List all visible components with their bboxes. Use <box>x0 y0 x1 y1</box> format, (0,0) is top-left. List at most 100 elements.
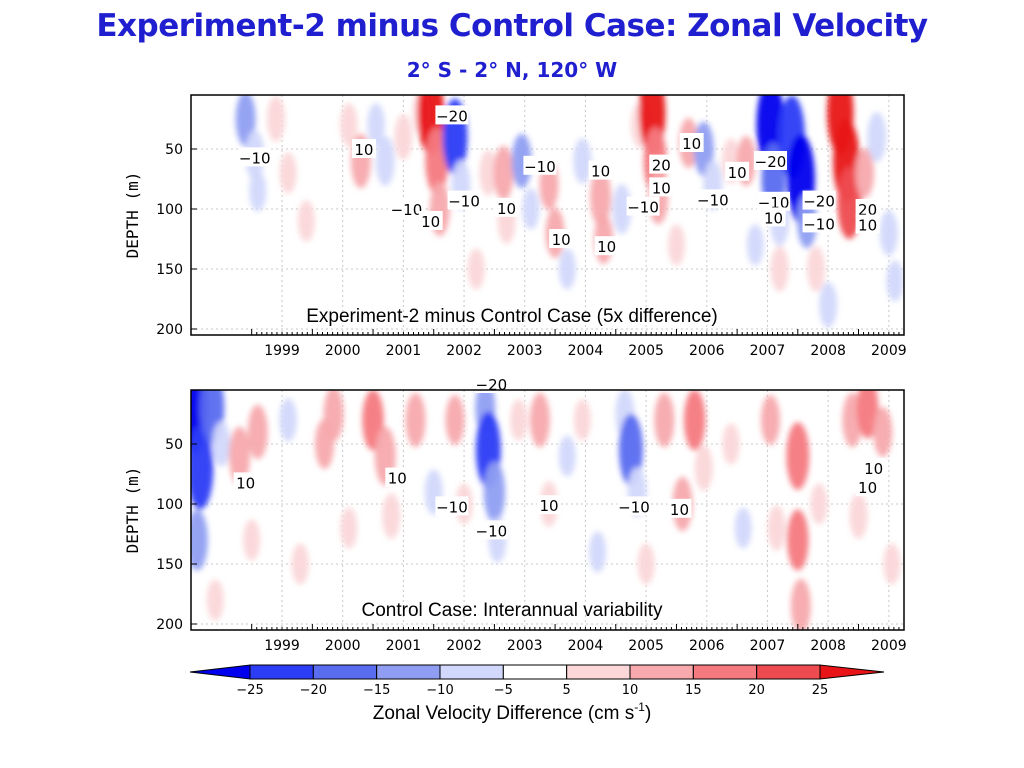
top-contour-label: 10 <box>764 209 783 227</box>
bottom-xtick-label: 2002 <box>446 638 482 654</box>
top-contour-label-bg <box>447 190 481 210</box>
colorbar-labels: −25 −20 −15 −10 −5 5 10 15 20 25 <box>236 683 828 698</box>
bottom-field-cell <box>247 404 268 460</box>
bottom-field-cell <box>786 422 810 490</box>
top-ylabel: DEPTH (m) <box>123 172 142 259</box>
slide-title: Experiment-2 minus Control Case: Zonal V… <box>96 8 928 44</box>
bottom-field-cell <box>683 390 706 451</box>
bottom-xtick-label: 2006 <box>689 638 725 654</box>
bottom-contour-label: 10 <box>864 460 883 478</box>
colorbar-title: Zonal Velocity Difference (cm s-1) <box>373 700 652 724</box>
bottom-contour-label-bg <box>474 520 508 540</box>
colorbar-box <box>566 664 631 680</box>
bottom-contour-label: 10 <box>670 501 689 519</box>
top-field-cell <box>249 170 267 212</box>
top-field-cell <box>367 103 385 147</box>
bottom-contour-label-bg <box>537 495 562 515</box>
bottom-field-cell <box>483 461 506 523</box>
bottom-contour-label: −10 <box>436 498 468 516</box>
top-field-cell <box>493 145 514 201</box>
top-field-cell <box>879 210 898 256</box>
top-contour-label: −20 <box>803 193 835 211</box>
top-xtick-label: 2007 <box>750 343 786 359</box>
bottom-contour-label-bg <box>861 458 886 477</box>
top-field-cell <box>266 96 285 142</box>
colorbar-box <box>692 664 758 680</box>
bottom-field <box>191 390 901 630</box>
top-contour-label-bg <box>588 160 613 180</box>
bottom-annotation: Control Case: Interannual variability <box>362 600 663 621</box>
colorbar-max-arrow <box>819 664 885 680</box>
top-contour-label-bg <box>802 213 836 233</box>
colorbar-box <box>439 664 504 680</box>
top-contour-label: 10 <box>421 213 440 231</box>
bottom-contour-label-bg <box>617 496 651 516</box>
bottom-ytick-label: 150 <box>156 557 183 573</box>
bottom-xtick-label: 2003 <box>507 638 543 654</box>
colorbar-tick-label: 15 <box>685 683 702 698</box>
bottom-ytick-label: 200 <box>156 617 183 633</box>
top-contour-label: −20 <box>436 107 468 125</box>
bottom-field-cell <box>382 493 401 539</box>
top-field-cell <box>394 114 413 160</box>
colorbar-tick-label: 20 <box>748 683 765 698</box>
colorbar-box <box>249 664 314 680</box>
colorbar-title-main: Zonal Velocity Difference (cm s <box>373 703 635 724</box>
slide-subtitle: 2° S - 2° N, 120° W <box>406 58 618 82</box>
colorbar-tick-label: −10 <box>426 683 453 698</box>
bottom-ylabel: DEPTH (m) <box>123 467 142 554</box>
bottom-field-cell <box>191 426 214 510</box>
bottom-contour-label: −20 <box>476 376 508 394</box>
top-contour-label: 10 <box>682 135 701 153</box>
bottom-field-cell <box>761 395 781 445</box>
top-contour-label: −10 <box>803 215 835 233</box>
bottom-field-cell <box>291 543 309 585</box>
bottom-xtick-label: 2004 <box>568 638 604 654</box>
bottom-contour-label-bg <box>855 477 880 497</box>
top-field-cell <box>667 224 685 266</box>
top-contour-label: 10 <box>728 164 747 182</box>
bottom-contour-label: −10 <box>476 522 508 540</box>
top-ytick-label: 100 <box>156 202 183 218</box>
top-field-cell <box>819 282 838 328</box>
top-field-cell <box>558 248 576 290</box>
top-field-cell <box>746 224 764 266</box>
bottom-field-cell <box>722 423 740 465</box>
bottom-field-cell <box>810 483 828 525</box>
bottom-xtick-label: 1999 <box>264 638 300 654</box>
bottom-field-cell <box>445 395 465 445</box>
top-field-cell <box>467 248 485 290</box>
bottom-contour-label-bg <box>385 467 410 487</box>
colorbar-tick-label: 25 <box>812 683 829 698</box>
top-xtick-label: 2008 <box>810 343 846 359</box>
top-contour-label-bg <box>754 151 788 170</box>
bottom-field-cell <box>510 399 528 441</box>
bottom-field-cell <box>856 390 879 439</box>
top-frame <box>190 94 905 336</box>
top-contour-label-bg <box>594 236 619 256</box>
bottom-field-cell <box>206 579 224 621</box>
bottom-contour-label: 10 <box>858 479 877 497</box>
top-contour-label-bg <box>549 229 574 248</box>
colorbar-min-arrow <box>189 664 251 680</box>
top-contour-label: −10 <box>448 193 480 211</box>
top-xtick-label: 2004 <box>568 343 604 359</box>
top-contour-label-bg <box>523 155 557 175</box>
bottom-field-cell <box>637 543 655 585</box>
colorbar-tick-label: −15 <box>363 683 390 698</box>
top-contour-label: −10 <box>524 158 556 176</box>
bottom-field-cell <box>873 407 893 457</box>
top-contour-label-bg <box>435 105 469 125</box>
top-field-cell <box>573 138 592 184</box>
bottom-contour-label-bg <box>233 472 258 492</box>
colorbar-boxes <box>189 664 885 680</box>
bottom-field-cell <box>191 509 208 571</box>
colorbar-tick-label: −20 <box>300 683 327 698</box>
bottom-y-ticks: 50 100 150 200 <box>156 437 197 633</box>
bottom-contour-label-bg <box>667 498 692 518</box>
bottom-field-blobs <box>191 390 901 630</box>
colorbar: −25 −20 −15 −10 −5 5 10 15 20 25 Zonal Velocity D… <box>189 664 885 724</box>
top-field-cell <box>886 260 904 302</box>
